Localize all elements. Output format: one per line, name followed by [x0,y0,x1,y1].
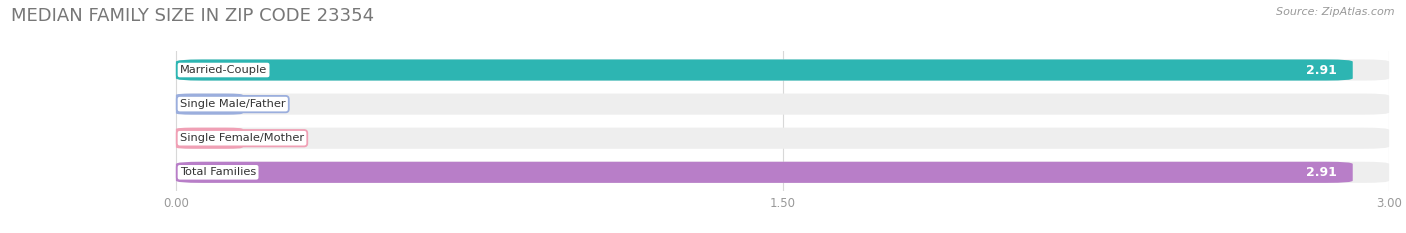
Text: MEDIAN FAMILY SIZE IN ZIP CODE 23354: MEDIAN FAMILY SIZE IN ZIP CODE 23354 [11,7,374,25]
FancyBboxPatch shape [176,162,1353,183]
Text: 2.91: 2.91 [1306,64,1337,76]
FancyBboxPatch shape [176,93,1389,115]
Text: Married-Couple: Married-Couple [180,65,267,75]
FancyBboxPatch shape [176,128,243,149]
Text: 2.91: 2.91 [1306,166,1337,179]
FancyBboxPatch shape [176,162,1389,183]
Text: Single Male/Father: Single Male/Father [180,99,285,109]
Text: 0.00: 0.00 [259,98,290,111]
FancyBboxPatch shape [176,59,1353,81]
Text: Total Families: Total Families [180,167,256,177]
FancyBboxPatch shape [176,59,1389,81]
FancyBboxPatch shape [176,128,1389,149]
FancyBboxPatch shape [176,93,243,115]
Text: Single Female/Mother: Single Female/Mother [180,133,304,143]
Text: 0.00: 0.00 [259,132,290,145]
Text: Source: ZipAtlas.com: Source: ZipAtlas.com [1277,7,1395,17]
